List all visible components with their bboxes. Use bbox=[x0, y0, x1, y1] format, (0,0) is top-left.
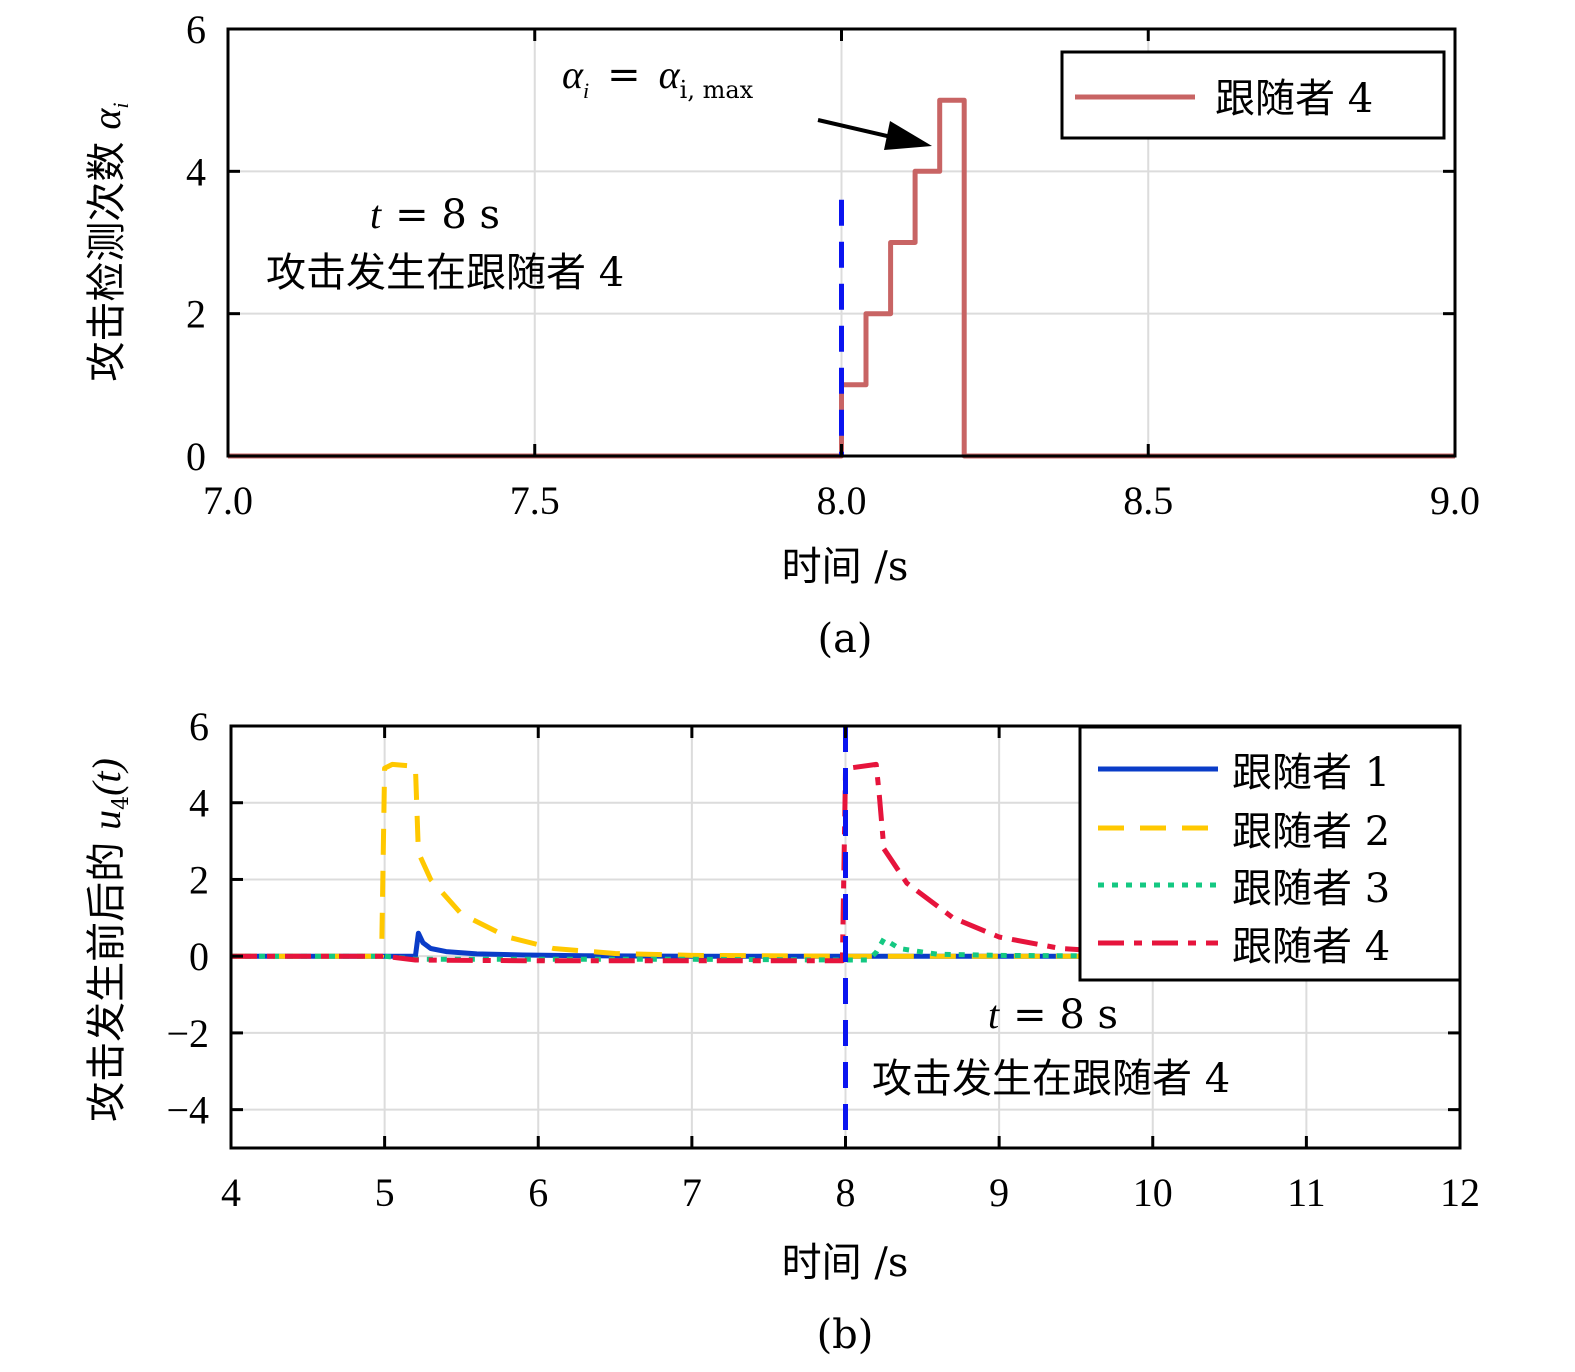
attack-annotation: 攻击发生在跟随者 4 bbox=[266, 250, 624, 296]
y-tick-label: −4 bbox=[166, 1088, 209, 1133]
x-tick-labels: 7.0 7.5 8.0 8.5 9.0 bbox=[203, 478, 1480, 523]
x-tick-label: 9.0 bbox=[1430, 478, 1480, 523]
y-axis-label-symbol: u bbox=[84, 810, 129, 830]
time-var: t bbox=[370, 192, 382, 237]
alpha-lhs-sub: i bbox=[583, 78, 589, 103]
series-group bbox=[231, 761, 1461, 964]
y-axis-label-text: 攻击发生前后的 bbox=[84, 842, 130, 1122]
x-tick-label: 11 bbox=[1287, 1170, 1326, 1215]
x-tick-label: 9 bbox=[989, 1170, 1009, 1215]
y-tick-label: 6 bbox=[186, 7, 206, 52]
arrow-icon bbox=[817, 118, 932, 150]
x-tick-label: 4 bbox=[221, 1170, 241, 1215]
x-tick-label: 8 bbox=[836, 1170, 856, 1215]
x-tick-label: 7.0 bbox=[203, 478, 253, 523]
alpha-lhs: α bbox=[562, 52, 584, 97]
svg-text:攻击发生前后的u4(t): 攻击发生前后的 u4(t) bbox=[84, 758, 134, 1122]
time-annotation: t = 8 s bbox=[370, 192, 500, 238]
x-axis-label: 时间 /s bbox=[782, 1240, 909, 1286]
series-line-2 bbox=[231, 761, 1460, 959]
time-rest: = 8 s bbox=[395, 192, 500, 238]
panel-label: (a) bbox=[817, 616, 872, 662]
axis-ticks bbox=[226, 27, 1457, 458]
time-var: t bbox=[988, 992, 1000, 1037]
legend: 跟随者 1 跟随者 2 跟随者 3 跟随者 4 bbox=[1078, 725, 1462, 982]
legend: 跟随者 4 bbox=[1060, 50, 1446, 140]
panel-b: 4 5 6 7 8 9 10 11 12 −4 −2 0 2 4 6 时间 /s (b) 攻击发生前后的 u… bbox=[84, 704, 1480, 1358]
legend-label: 跟随者 2 bbox=[1232, 809, 1390, 855]
x-tick-label: 6 bbox=[528, 1170, 548, 1215]
attack-annotation: 攻击发生在跟随者 4 bbox=[872, 1056, 1230, 1102]
panel-label: (b) bbox=[817, 1312, 874, 1358]
x-tick-label: 10 bbox=[1133, 1170, 1173, 1215]
y-tick-label: 4 bbox=[186, 149, 206, 194]
y-axis-label-sub: 4 bbox=[109, 796, 134, 810]
x-axis-label: 时间 /s bbox=[782, 544, 909, 590]
x-tick-label: 8.0 bbox=[817, 478, 867, 523]
y-axis-label-tail: (t) bbox=[84, 758, 129, 796]
series-group bbox=[228, 97, 1455, 459]
x-tick-labels: 4 5 6 7 8 9 10 11 12 bbox=[221, 1170, 1480, 1215]
x-tick-label: 7.5 bbox=[510, 478, 560, 523]
legend-label: 跟随者 1 bbox=[1232, 750, 1390, 796]
y-tick-label: −2 bbox=[166, 1011, 209, 1056]
y-axis-label-symbol: α bbox=[84, 108, 129, 130]
legend-label: 跟随者 4 bbox=[1232, 924, 1390, 970]
x-tick-label: 5 bbox=[375, 1170, 395, 1215]
y-axis-label-text: 攻击检测次数 bbox=[84, 142, 130, 382]
series-line-1 bbox=[228, 97, 1455, 459]
y-axis-label-sub: i bbox=[108, 102, 133, 108]
y-tick-label: 6 bbox=[189, 704, 209, 749]
legend-label: 跟随者 3 bbox=[1232, 866, 1390, 912]
y-tick-label: 2 bbox=[186, 292, 206, 337]
y-tick-label: 0 bbox=[189, 934, 209, 979]
y-axis-label: 攻击检测次数 αi bbox=[84, 102, 133, 381]
x-tick-label: 7 bbox=[682, 1170, 702, 1215]
legend-label: 跟随者 4 bbox=[1215, 76, 1373, 122]
svg-text:攻击检测次数αi: 攻击检测次数 αi bbox=[84, 102, 133, 381]
series-line-4 bbox=[231, 761, 1461, 964]
series-line-3 bbox=[231, 936, 1460, 963]
y-tick-label: 0 bbox=[186, 434, 206, 479]
alpha-max-annotation: αi = αi, max bbox=[562, 52, 754, 104]
y-tick-label: 4 bbox=[189, 781, 209, 826]
time-rest: = 8 s bbox=[1013, 992, 1118, 1038]
alpha-rhs: α bbox=[659, 52, 681, 97]
x-tick-label: 12 bbox=[1440, 1170, 1480, 1215]
alpha-rhs-sub: i, max bbox=[680, 76, 754, 104]
y-tick-labels: −4 −2 0 2 4 6 bbox=[166, 704, 209, 1133]
y-tick-labels: 0 2 4 6 bbox=[186, 7, 206, 479]
time-annotation: t = 8 s bbox=[988, 992, 1118, 1038]
x-tick-label: 8.5 bbox=[1123, 478, 1173, 523]
y-axis-label: 攻击发生前后的 u4(t) bbox=[84, 758, 134, 1122]
alpha-eq: = bbox=[607, 52, 641, 98]
y-tick-label: 2 bbox=[189, 857, 209, 902]
